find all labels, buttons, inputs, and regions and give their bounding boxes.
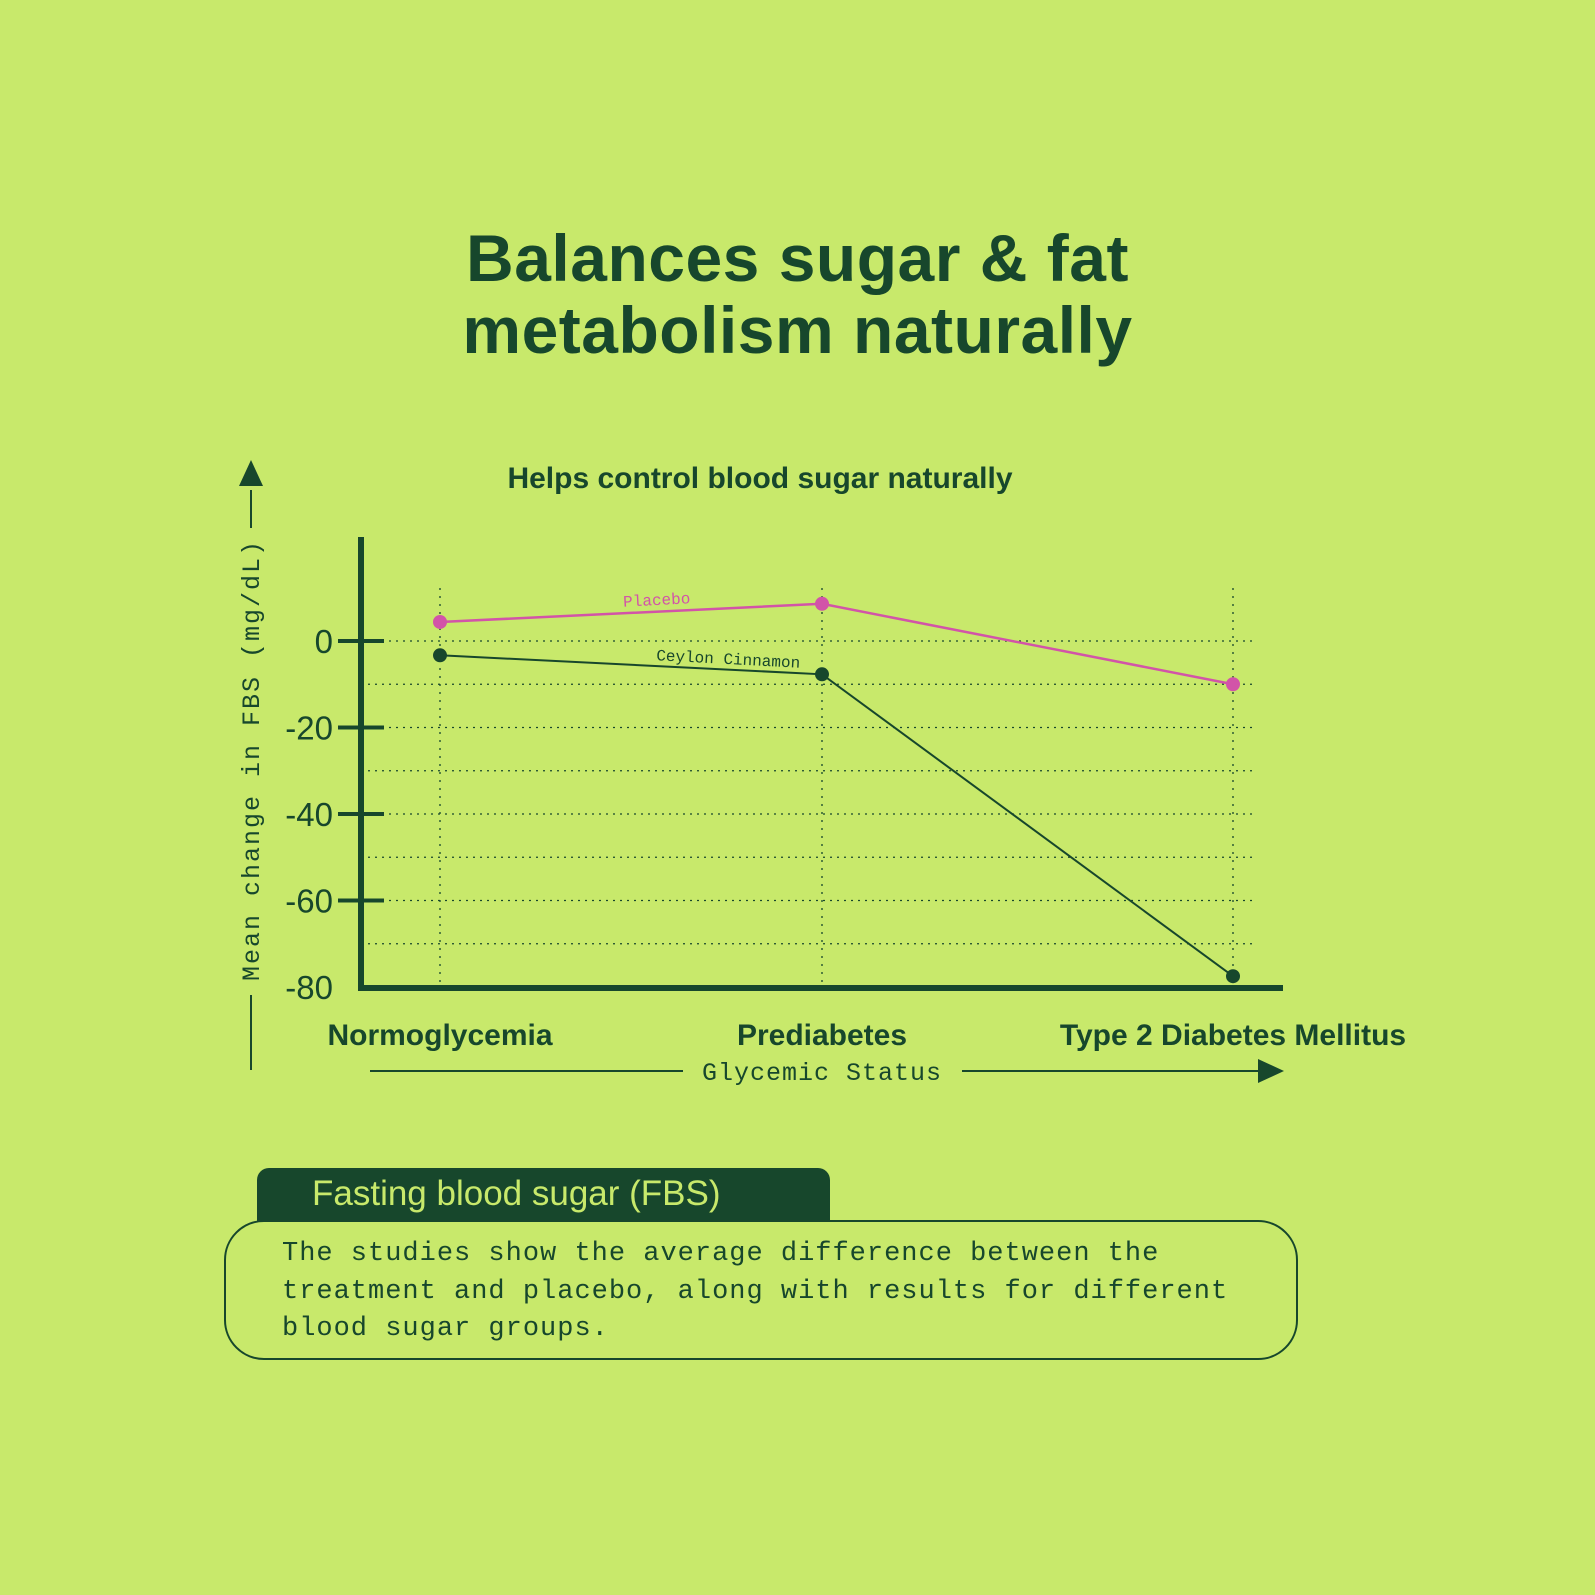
- series-line-1: [439, 654, 1234, 977]
- data-point: [1226, 969, 1240, 984]
- title-line-2: metabolism naturally: [462, 293, 1133, 367]
- series-label: Placebo: [623, 590, 691, 611]
- title-line-1: Balances sugar & fat: [466, 221, 1129, 295]
- x-tick-label: Prediabetes: [737, 1019, 907, 1052]
- x-tick-label: Normoglycemia: [327, 1019, 552, 1052]
- y-tick-label: -80: [285, 969, 333, 1006]
- y-axis-arrow-icon: [239, 460, 263, 486]
- info-line: treatment and placebo, along with result…: [282, 1276, 1229, 1307]
- x-axis-label: Glycemic Status: [702, 1059, 942, 1088]
- y-axis-label: Mean change in FBS (mg/dL): [238, 539, 267, 981]
- series-label: Ceylon Cinnamon: [656, 647, 801, 673]
- info-line: The studies show the average difference …: [282, 1239, 1160, 1269]
- page-title: Balances sugar & fat metabolism naturall…: [0, 222, 1595, 366]
- x-tick-label: Type 2 Diabetes Mellitus: [1060, 1019, 1406, 1052]
- info-tab-label: Fasting blood sugar (FBS): [257, 1168, 830, 1222]
- y-tick-label: 0: [315, 623, 333, 660]
- chart-title: Helps control blood sugar naturally: [507, 462, 1013, 495]
- y-tick-label: -40: [285, 796, 333, 833]
- series-line-0: [439, 602, 1234, 686]
- info-box: The studies show the average difference …: [224, 1220, 1298, 1360]
- y-tick-label: -60: [285, 883, 333, 920]
- data-point: [433, 614, 447, 629]
- data-point: [815, 667, 829, 682]
- y-tick-label: -20: [285, 710, 333, 747]
- info-line: blood sugar groups.: [282, 1314, 609, 1344]
- data-point: [433, 648, 447, 663]
- data-point: [815, 596, 829, 611]
- x-axis-arrow-icon: [1258, 1059, 1284, 1083]
- data-point: [1226, 677, 1240, 692]
